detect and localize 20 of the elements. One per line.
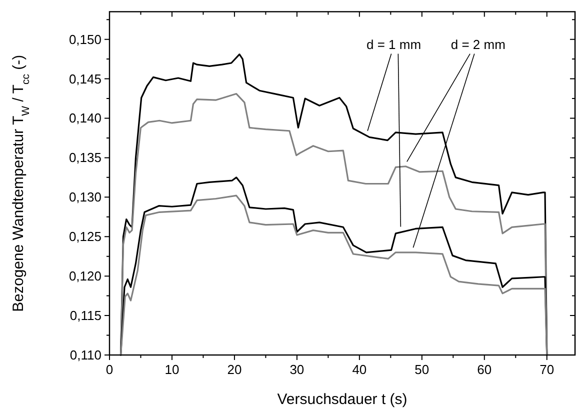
- x-tick-label: 40: [352, 362, 367, 377]
- x-tick-label: 10: [164, 362, 180, 377]
- x-tick-label: 0: [106, 362, 114, 377]
- y-tick-label: 0,115: [70, 308, 102, 324]
- y-tick-label: 0,120: [68, 268, 102, 284]
- annotation: d = 2 mm: [450, 36, 506, 52]
- x-axis-title: Versuchsdauer t (s): [277, 391, 408, 408]
- y-tick-label: 0,145: [68, 71, 102, 86]
- y-tick-label: 0,150: [68, 32, 102, 47]
- x-tick-label: 60: [477, 362, 492, 377]
- annotation: d = 1 mm: [366, 36, 422, 52]
- y-tick-label: 0,135: [68, 150, 102, 166]
- x-tick-label: 50: [414, 362, 430, 377]
- y-tick-label: 0,140: [68, 110, 102, 126]
- y-tick-label: 0,110: [70, 348, 102, 362]
- x-tick-label: 70: [540, 362, 554, 377]
- y-tick-label: 0,125: [68, 229, 102, 244]
- y-tick-label: 0,130: [68, 190, 102, 205]
- x-tick-label: 20: [227, 362, 242, 377]
- x-tick-label: 30: [290, 362, 304, 377]
